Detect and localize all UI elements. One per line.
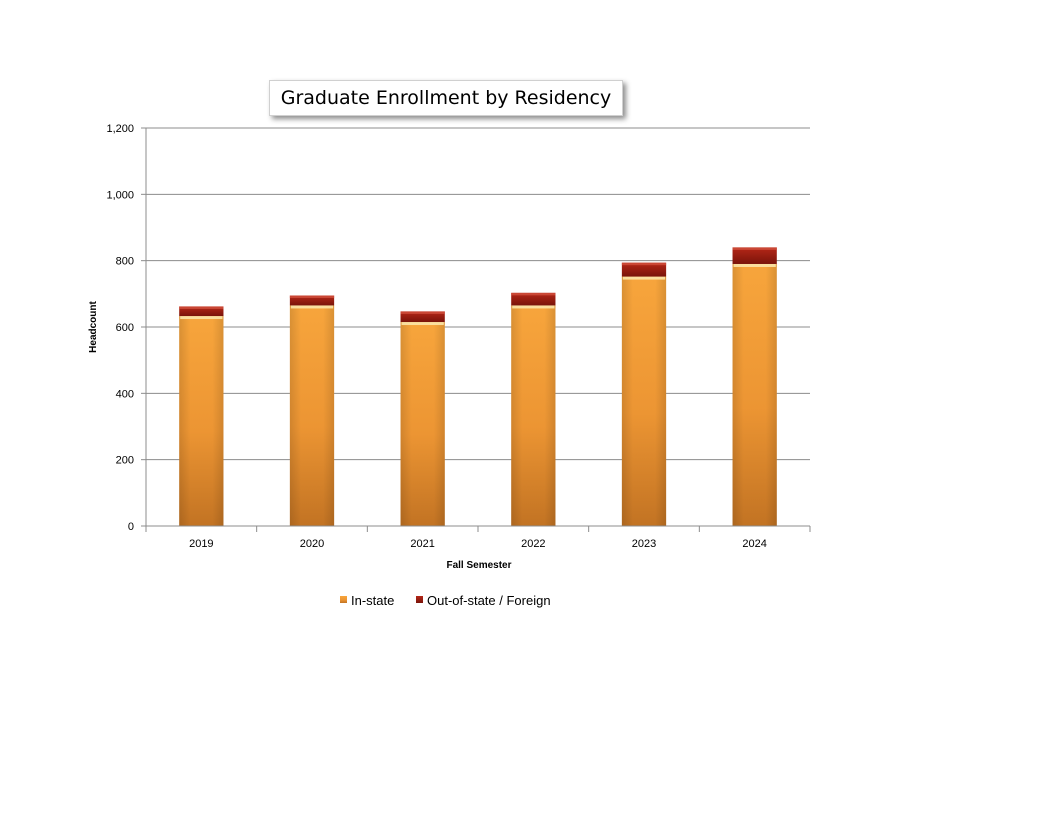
chart-title-box: Graduate Enrollment by Residency (269, 80, 623, 116)
bar-highlight (400, 311, 445, 314)
bar-highlight (733, 263, 776, 267)
legend-swatch-in-state (340, 596, 347, 603)
legend: In-state Out-of-state / Foreign (340, 593, 551, 608)
x-tick-label: 2022 (521, 538, 545, 550)
bar-highlight (289, 295, 335, 298)
bar-out-of-state-2019 (179, 306, 224, 317)
x-tick-label: 2020 (300, 538, 324, 550)
x-axis-label: Fall Semester (446, 560, 511, 571)
bar-out-of-state-2024 (732, 247, 777, 264)
chart-title: Graduate Enrollment by Residency (280, 87, 612, 109)
bar-highlight (511, 292, 556, 296)
legend-swatch-out-of-state (416, 596, 423, 603)
bar-shading (289, 305, 335, 526)
x-tick-label: 2024 (742, 538, 766, 550)
bar-shading (179, 316, 224, 526)
y-tick-label: 400 (116, 388, 134, 400)
y-tick-label: 800 (116, 256, 134, 268)
y-axis-label: Headcount (88, 300, 99, 352)
bar-highlight (180, 316, 223, 320)
y-tick-label: 0 (128, 521, 134, 533)
bar-shading (621, 276, 667, 526)
legend-label-in-state: In-state (351, 593, 394, 608)
x-tick-label: 2019 (189, 538, 213, 550)
bar-highlight (622, 276, 666, 280)
y-tick-label: 1,000 (106, 189, 134, 201)
y-tick-label: 200 (116, 455, 134, 467)
legend-label-out-of-state: Out-of-state / Foreign (427, 593, 551, 608)
bar-out-of-state-2021 (400, 311, 445, 323)
bar-highlight (621, 262, 667, 266)
bar-highlight (401, 322, 444, 326)
bar-highlight (732, 247, 777, 250)
bar-out-of-state-2022 (511, 292, 556, 306)
bar-highlight (290, 305, 334, 309)
y-tick-label: 1,200 (106, 123, 134, 135)
bar-out-of-state-2023 (621, 262, 667, 277)
bar-out-of-state-2020 (289, 295, 335, 306)
y-tick-label: 600 (116, 322, 134, 334)
x-tick-label: 2021 (410, 538, 434, 550)
bar-shading (511, 305, 556, 526)
bar-highlight (512, 305, 555, 309)
bar-highlight (179, 306, 224, 309)
x-tick-label: 2023 (632, 538, 656, 550)
bar-shading (732, 263, 777, 526)
bar-shading (400, 322, 445, 526)
